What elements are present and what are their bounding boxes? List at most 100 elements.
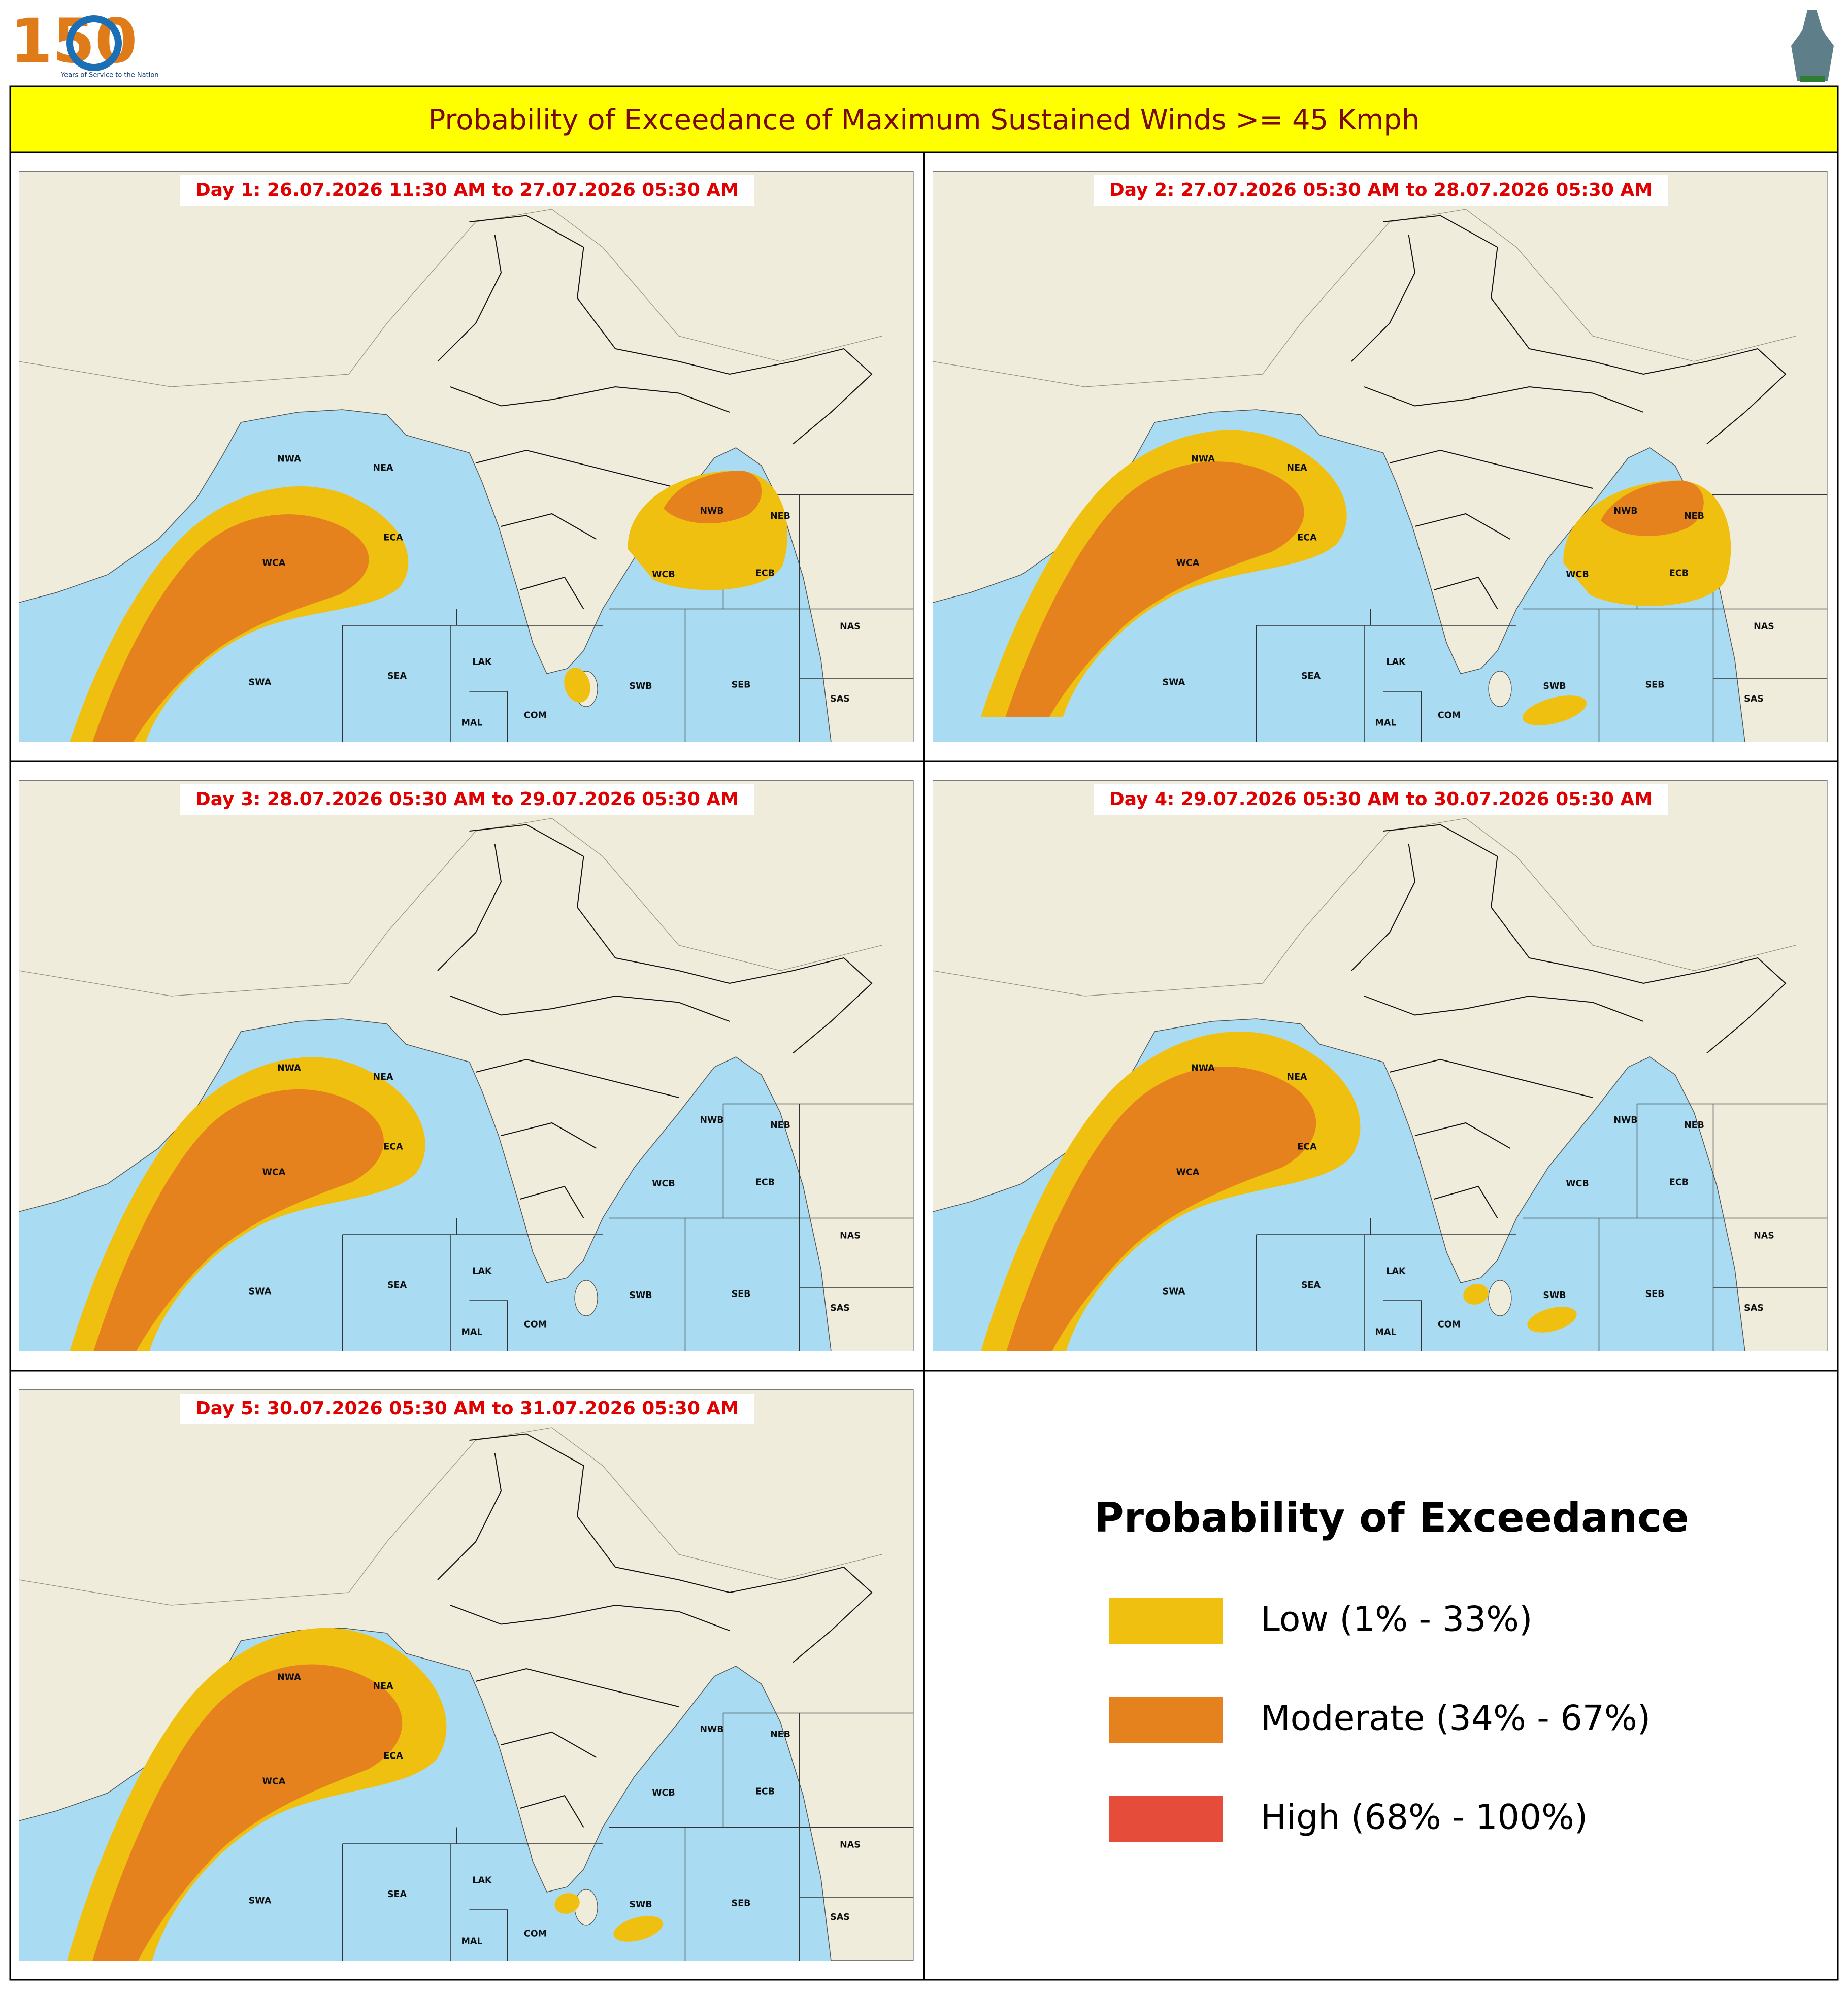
region-label: NWA xyxy=(1191,454,1215,465)
moderate-probability-area xyxy=(1601,480,1704,536)
region-label: NEA xyxy=(373,1072,393,1082)
region-label: ECB xyxy=(755,1787,775,1797)
panel-title: Day 4: 29.07.2026 05:30 AM to 30.07.2026… xyxy=(1109,789,1653,810)
low-probability-area xyxy=(1527,1307,1577,1333)
region-label: ECB xyxy=(1669,569,1689,579)
region-label: NEB xyxy=(770,1730,790,1740)
region-label: COM xyxy=(524,711,547,721)
region-label: SAS xyxy=(830,1303,850,1313)
region-label: NWA xyxy=(277,1064,301,1074)
map: NWA NEA ECA WCA SWA SEA LAK MAL COM NWB NEB WCB ECB S… xyxy=(933,171,1828,742)
region-label: SWA xyxy=(249,678,272,688)
region-label: ECB xyxy=(755,569,775,579)
region-label: SEB xyxy=(732,1289,751,1300)
panel-title-box xyxy=(1094,175,1668,206)
map-panel: NWA NEA ECA WCA SWA SEA LAK MAL COM NWB NEB WCB ECB S… xyxy=(933,780,1828,1351)
title-banner xyxy=(9,85,1839,153)
arabian-sea-area xyxy=(981,1031,1361,1351)
bay-area xyxy=(1563,480,1731,606)
region-label: SAS xyxy=(830,694,850,704)
low-probability-area xyxy=(613,1916,663,1942)
legend-swatch xyxy=(1109,1598,1223,1644)
region-label: NEA xyxy=(373,463,393,473)
panel-title: Day 3: 28.07.2026 05:30 AM to 29.07.2026… xyxy=(195,789,739,810)
low-probability-area xyxy=(564,668,590,703)
region-label: SEA xyxy=(387,671,407,681)
map-panel: NWA NEA ECA WCA SWA SEA LAK MAL COM NWB NEB WCB ECB S… xyxy=(19,1389,914,1961)
legend-title: Probability of Exceedance xyxy=(1094,1494,1689,1541)
moderate-probability-area xyxy=(92,514,369,742)
header: 150 Years of Service to the Nation Proba… xyxy=(9,7,1839,153)
map-panel: NWA NEA ECA WCA SWA SEA LAK MAL COM NWB NEB WCB ECB S… xyxy=(933,171,1828,742)
region-label: MAL xyxy=(461,1937,482,1947)
arabian-sea-area xyxy=(70,1057,425,1351)
region-label: LAK xyxy=(1386,657,1406,668)
logo-caption: Years of Service to the Nation xyxy=(60,72,159,79)
moderate-probability-area xyxy=(92,1664,403,1961)
region-label: ECA xyxy=(1297,533,1317,543)
map: NWA NEA ECA WCA SWA SEA LAK MAL COM NWB NEB WCB ECB S… xyxy=(19,780,914,1351)
region-label: COM xyxy=(524,1929,547,1939)
region-label: SWB xyxy=(1543,681,1566,691)
region-label: WCB xyxy=(652,1179,675,1189)
region-label: WCB xyxy=(1566,570,1589,580)
map: NWA NEA ECA WCA SWA SEA LAK MAL COM NWB NEB WCB ECB S… xyxy=(19,1389,914,1961)
region-label: COM xyxy=(1438,1320,1461,1330)
region-label: NWB xyxy=(1613,1115,1637,1125)
logo-ring xyxy=(66,15,122,71)
region-label: ECB xyxy=(1669,1178,1689,1188)
legend-label: High (68% - 100%) xyxy=(1261,1798,1588,1838)
region-label: ECA xyxy=(383,533,403,543)
low-probability-area xyxy=(554,1893,580,1914)
moderate-probability-area xyxy=(1005,461,1304,717)
region-label: NEB xyxy=(770,511,790,521)
region-label: SWA xyxy=(249,1287,272,1297)
region-label: SEA xyxy=(387,1280,407,1290)
panel-title-box xyxy=(180,1394,754,1424)
moderate-probability-area xyxy=(93,1089,384,1351)
map: NWA NEA ECA WCA SWA SEA LAK MAL COM NWB NEB WCB ECB S… xyxy=(19,171,914,742)
region-label: SEB xyxy=(732,680,751,690)
region-label: NAS xyxy=(840,1231,861,1241)
region-label: WCB xyxy=(1566,1179,1589,1189)
map: NWA NEA ECA WCA SWA SEA LAK MAL COM NWB NEB WCB ECB S… xyxy=(933,780,1828,1351)
legend-label: Moderate (34% - 67%) xyxy=(1261,1699,1651,1739)
region-label: NWB xyxy=(700,1724,723,1735)
panel-title-box xyxy=(1094,784,1668,815)
map-panel: NWA NEA ECA WCA SWA SEA LAK MAL COM NWB NEB WCB ECB S… xyxy=(19,780,914,1351)
region-label: SEB xyxy=(1645,680,1665,690)
region-label: NWB xyxy=(700,1115,723,1125)
region-label: NEA xyxy=(1286,463,1307,473)
region-label: SWB xyxy=(629,1900,652,1910)
panel-title: Day 1: 26.07.2026 11:30 AM to 27.07.2026… xyxy=(195,180,739,201)
region-label: NEB xyxy=(1684,511,1704,521)
region-label: SWA xyxy=(1163,678,1185,688)
region-label: WCB xyxy=(652,570,675,580)
region-label: WCA xyxy=(1176,1168,1200,1178)
region-label: SWA xyxy=(249,1896,272,1906)
region-label: SWA xyxy=(1163,1287,1185,1297)
region-label: MAL xyxy=(1375,1328,1396,1338)
panel-grid: NWA NEA ECA WCA SWA SEA LAK MAL COM NWB NEB WCB ECB S… xyxy=(9,151,1839,1981)
moderate-probability-area xyxy=(1006,1066,1316,1351)
region-label: NEA xyxy=(1286,1072,1307,1082)
region-label: NWA xyxy=(1191,1064,1215,1074)
region-label: NAS xyxy=(840,622,861,632)
region-label: SEA xyxy=(1301,671,1321,681)
region-label: LAK xyxy=(472,1267,492,1277)
legend-label: Low (1% - 33%) xyxy=(1261,1600,1532,1640)
region-label: WCA xyxy=(262,1168,286,1178)
region-label: SWB xyxy=(629,1290,652,1301)
region-label: NEB xyxy=(1684,1120,1704,1131)
region-label: COM xyxy=(1438,711,1461,721)
region-label: NAS xyxy=(840,1840,861,1850)
region-label: SWB xyxy=(1543,1290,1566,1301)
region-label: SAS xyxy=(830,1912,850,1922)
region-label: SAS xyxy=(1744,694,1764,704)
moderate-probability-area xyxy=(664,471,762,524)
arabian-sea-area xyxy=(70,486,409,742)
low-probability-area xyxy=(1522,695,1587,725)
region-label: SEA xyxy=(387,1889,407,1900)
panel-title-box xyxy=(180,784,754,815)
